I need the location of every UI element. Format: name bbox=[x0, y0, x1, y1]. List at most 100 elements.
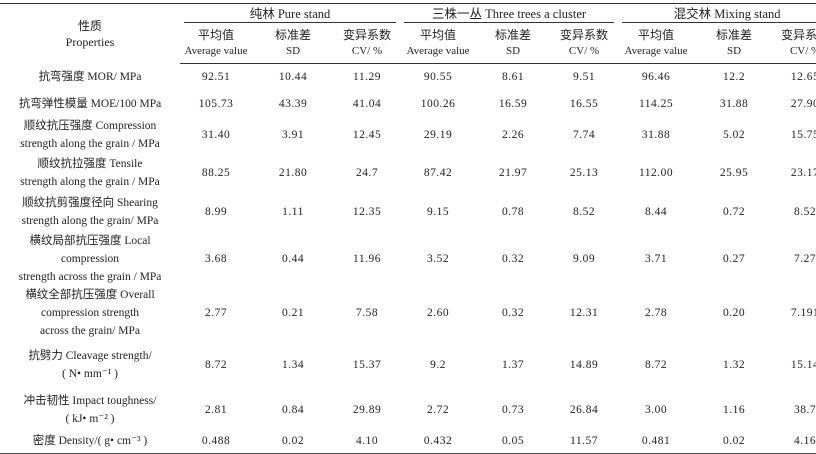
value-cell: 14.89 bbox=[569, 358, 599, 371]
value-cell: 1.11 bbox=[282, 206, 304, 218]
property-line: ( kJ• m⁻² ) bbox=[65, 412, 115, 425]
property-line: 横纹全部抗压强度 Overall bbox=[25, 288, 155, 301]
value-cell: 0.432 bbox=[423, 435, 453, 448]
subheader-zh: 标准差 bbox=[495, 28, 532, 42]
subheader-en: Average value bbox=[624, 45, 688, 57]
value-cell: 11.96 bbox=[353, 252, 381, 265]
subheader-zh: 平均值 bbox=[420, 28, 457, 42]
value-cell: 15.37 bbox=[352, 358, 382, 371]
subheader-en: CV/ % bbox=[351, 45, 383, 57]
group-pure-stand: 纯林 Pure stand bbox=[180, 4, 400, 24]
value-cell: 112.00 bbox=[638, 166, 674, 179]
value-cell: 41.04 bbox=[352, 97, 382, 110]
value-cell: 0.481 bbox=[641, 435, 671, 448]
subheader-zh: 变异系数 bbox=[560, 28, 609, 42]
value-cell: 21.80 bbox=[278, 166, 308, 179]
table-row: 密度 Density/( g• cm⁻³ ) 0.488 0.02 4.10 0.432… bbox=[0, 430, 816, 454]
table-row: 顺纹抗压强度 Compression strength along the gra… bbox=[0, 117, 816, 153]
property-line: ( N• mm⁻¹ ) bbox=[61, 367, 119, 380]
subheader-sd: 标准差 SD bbox=[252, 23, 334, 64]
subheader-zh: 标准差 bbox=[274, 28, 311, 42]
value-cell: 9.2 bbox=[430, 358, 446, 371]
subheader-zh: 平均值 bbox=[197, 28, 234, 42]
subheader-en: SD bbox=[727, 45, 742, 57]
table-row: 横纹局部抗压强度 Local compression strength acros… bbox=[0, 232, 816, 286]
property-line: 抗劈力 Cleavage strength/ bbox=[28, 349, 152, 362]
value-cell: 11.57 bbox=[570, 435, 599, 448]
table-row: 顺纹抗剪强度径向 Shearing strength along the grai… bbox=[0, 193, 816, 232]
subheader-zh: 变异系数 bbox=[781, 28, 816, 42]
value-cell: 12.31 bbox=[569, 306, 599, 319]
property-label: 抗弯强度 MOR/ MPa bbox=[0, 64, 180, 91]
value-cell: 25.95 bbox=[719, 166, 749, 179]
value-cell: 92.51 bbox=[201, 71, 231, 84]
value-cell: 9.09 bbox=[572, 252, 596, 265]
subheader-en: SD bbox=[285, 45, 301, 57]
value-cell: 0.84 bbox=[281, 403, 305, 416]
value-cell: 16.59 bbox=[498, 97, 528, 110]
property-label: 抗弯弹性模量 MOE/100 MPa bbox=[0, 91, 180, 117]
value-cell: 31.88 bbox=[641, 128, 671, 141]
value-cell: 12.45 bbox=[352, 128, 382, 141]
property-label: 冲击韧性 Impact toughness/ ( kJ• m⁻² ) bbox=[0, 390, 180, 430]
value-cell: 1.16 bbox=[723, 403, 746, 416]
subheader-en: CV/ % bbox=[789, 45, 816, 57]
value-cell: 0.32 bbox=[501, 252, 525, 265]
property-line: strength along the grain/ MPa bbox=[21, 215, 159, 227]
table-row: 抗劈力 Cleavage strength/ ( N• mm⁻¹ ) 8.72 1.3… bbox=[0, 340, 816, 390]
value-cell: 0.02 bbox=[281, 435, 305, 448]
property-line: strength across the grain / MPa bbox=[18, 270, 162, 283]
subheader-cv: 变异系数 CV/ % bbox=[334, 23, 401, 64]
value-cell: 9.15 bbox=[426, 206, 450, 218]
value-cell: 8.72 bbox=[204, 358, 228, 371]
value-cell: 2.78 bbox=[645, 306, 668, 319]
subheader-average-value: 平均值 Average value bbox=[180, 23, 252, 64]
value-cell: 31.88 bbox=[719, 97, 749, 110]
property-line: 横纹局部抗压强度 Local compression bbox=[29, 234, 151, 265]
property-label: 横纹全部抗压强度 Overall compression strength acro… bbox=[0, 286, 180, 340]
value-cell: 8.99 bbox=[204, 206, 228, 218]
property-line: 顺纹抗压强度 Compression bbox=[23, 119, 157, 132]
value-cell: 88.25 bbox=[201, 166, 231, 179]
value-cell: 8.52 bbox=[572, 206, 596, 218]
subheader-cv: 变异系数 CV/ % bbox=[550, 23, 619, 64]
value-cell: 2.77 bbox=[204, 306, 228, 319]
value-cell: 31.40 bbox=[201, 128, 231, 141]
value-cell: 5.02 bbox=[723, 128, 746, 141]
subheader-zh: 变异系数 bbox=[343, 28, 392, 42]
value-cell: 8.52 bbox=[794, 206, 816, 218]
value-cell: 3.52 bbox=[426, 252, 450, 265]
value-cell: 3.00 bbox=[645, 403, 668, 416]
value-cell: 27.90 bbox=[790, 97, 816, 110]
value-cell: 90.55 bbox=[423, 71, 453, 84]
value-cell: 7.58 bbox=[355, 306, 379, 319]
table-row: 抗弯强度 MOR/ MPa 92.51 10.44 11.29 90.55 8.61 9.5… bbox=[0, 64, 816, 91]
subheader-en: SD bbox=[506, 45, 521, 57]
subheader-sd: 标准差 SD bbox=[476, 23, 551, 64]
value-cell: 0.78 bbox=[501, 206, 525, 218]
table-row: 横纹全部抗压强度 Overall compression strength acro… bbox=[0, 286, 816, 340]
value-cell: 1.34 bbox=[281, 358, 305, 371]
table-row: 顺纹抗拉强度 Tensile strength along the grain /… bbox=[0, 153, 816, 193]
value-cell: 3.68 bbox=[204, 252, 228, 265]
subheader-average-value: 平均值 Average value bbox=[400, 23, 477, 64]
property-label: 密度 Density/( g• cm⁻³ ) bbox=[0, 430, 180, 454]
group-three-trees: 三株一丛 Three trees a cluster bbox=[400, 4, 618, 24]
value-cell: 0.72 bbox=[723, 206, 746, 218]
value-cell: 11.29 bbox=[353, 71, 381, 84]
property-line: 密度 Density/( g• cm⁻³ ) bbox=[32, 435, 148, 448]
property-line: across the grain/ MPa bbox=[40, 324, 140, 337]
value-cell: 12.35 bbox=[352, 206, 382, 218]
value-cell: 12.2 bbox=[723, 71, 746, 84]
value-cell: 2.60 bbox=[426, 306, 450, 319]
property-line: strength along the grain / MPa bbox=[20, 137, 160, 150]
property-label: 顺纹抗拉强度 Tensile strength along the grain /… bbox=[0, 153, 180, 193]
property-line: 冲击韧性 Impact toughness/ bbox=[23, 394, 157, 407]
value-cell: 1.32 bbox=[723, 358, 746, 371]
value-cell: 100.26 bbox=[420, 97, 456, 110]
value-cell: 2.72 bbox=[426, 403, 450, 416]
subheader-average-value: 平均值 Average value bbox=[618, 23, 695, 64]
group-mixing-stand: 混交林 Mixing stand bbox=[618, 4, 816, 24]
value-cell: 16.55 bbox=[569, 97, 599, 110]
value-cell: 0.21 bbox=[281, 306, 305, 319]
